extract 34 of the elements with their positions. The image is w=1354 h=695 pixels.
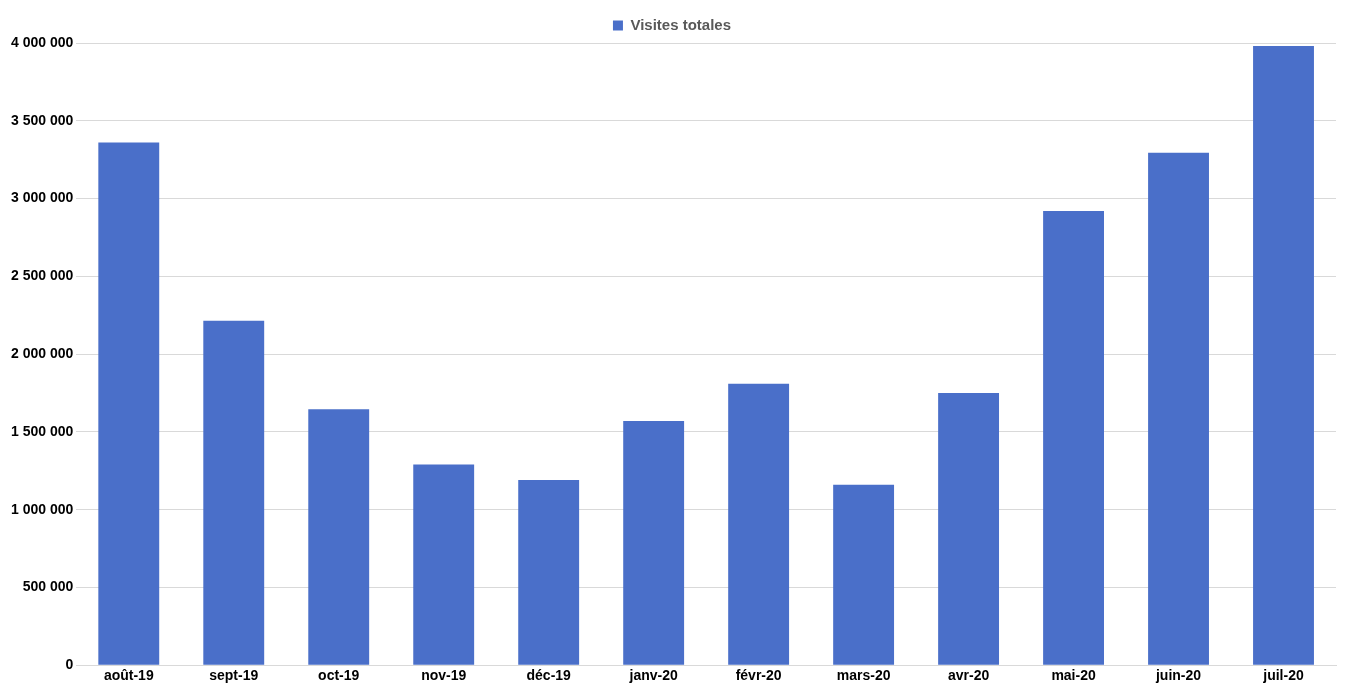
- x-tick-label: août-19: [103, 667, 154, 684]
- y-tick-label: 3 500 000: [10, 111, 74, 128]
- x-tick-label: mars-20: [836, 667, 891, 684]
- y-tick-label: 2 000 000: [10, 344, 74, 361]
- bar: [1043, 210, 1104, 665]
- bar: [308, 409, 370, 665]
- bar: [98, 142, 160, 665]
- bar: [1148, 152, 1209, 665]
- bar: [623, 420, 685, 665]
- y-tick-label: 500 000: [22, 578, 74, 595]
- x-tick-label: mai-20: [1051, 667, 1096, 684]
- x-tick-label: juil-20: [1262, 667, 1304, 684]
- x-tick-label: avr-20: [947, 667, 990, 684]
- x-tick-label: févr-20: [735, 667, 782, 684]
- bar: [938, 392, 1000, 665]
- y-tick-label: 3 000 000: [10, 189, 74, 206]
- bar: [1253, 46, 1314, 665]
- x-tick-label: oct-19: [318, 667, 360, 684]
- bar: [728, 383, 790, 665]
- y-tick-label: 0: [65, 656, 74, 673]
- bar: [833, 484, 895, 665]
- x-tick-label: juin-20: [1154, 667, 1202, 684]
- x-tick-label: sept-19: [209, 667, 259, 684]
- legend-label: Visites totales: [630, 15, 732, 33]
- x-tick-label: déc-19: [526, 667, 572, 684]
- x-tick-label: nov-19: [421, 667, 467, 684]
- x-tick-label: janv-20: [628, 667, 678, 684]
- y-tick-label: 1 500 000: [10, 422, 74, 439]
- bar: [203, 320, 265, 665]
- y-tick-label: 2 500 000: [10, 267, 74, 284]
- bar: [518, 480, 580, 665]
- y-tick-label: 1 000 000: [10, 500, 74, 517]
- bar: [413, 464, 475, 665]
- y-tick-label: 4 000 000: [10, 33, 74, 50]
